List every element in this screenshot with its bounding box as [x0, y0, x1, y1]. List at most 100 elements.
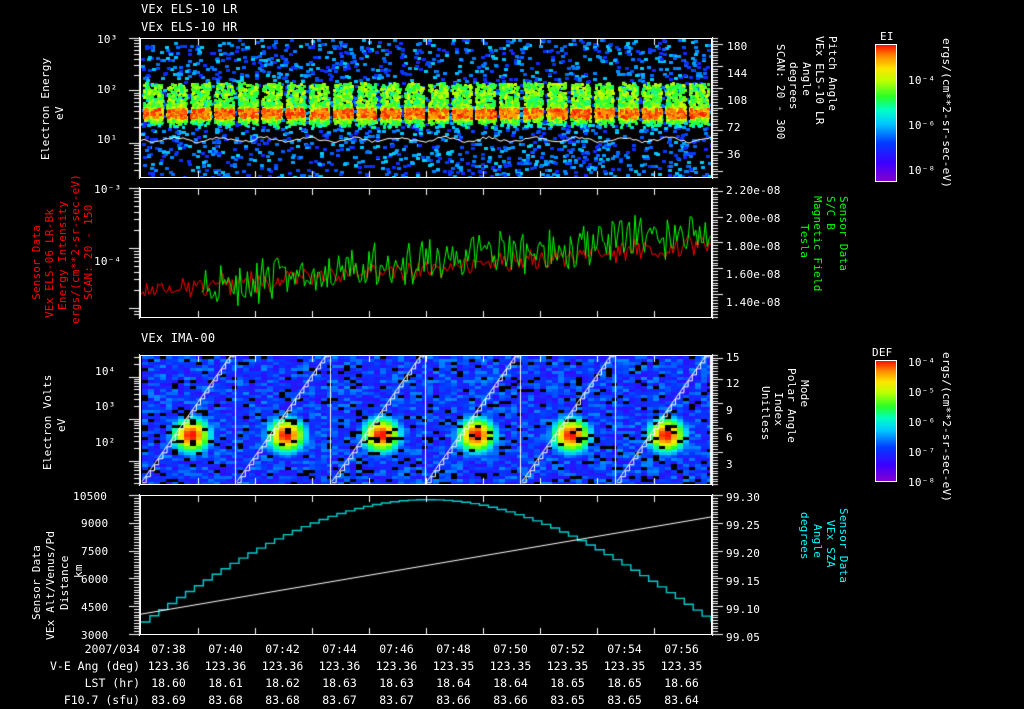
panel3-plot-frame[interactable] [140, 355, 712, 485]
panel1-right-label-1: Pitch Angle [826, 36, 839, 112]
colorbar2-tick-3: 10⁻⁶ [908, 416, 936, 429]
panel4-right-label-4: degrees [798, 512, 811, 560]
cell-time: 07:50 [493, 642, 528, 656]
panel4-left-label-3: Distance [58, 555, 71, 610]
panel2-plot-frame[interactable] [140, 188, 712, 318]
cell-time: 07:56 [664, 642, 699, 656]
cell-f107: 83.67 [322, 693, 357, 707]
panel2-ytick-1: 10⁻³ [94, 183, 122, 196]
panel1-ytick-2: 10² [97, 83, 118, 96]
cell-time: 07:54 [607, 642, 642, 656]
panel1-plot-frame[interactable] [140, 38, 712, 178]
cell-f107: 83.66 [436, 693, 471, 707]
cell-time: 07:38 [151, 642, 186, 656]
cell-lst: 18.66 [664, 676, 699, 690]
panel2-right-label-1: Sensor Data [837, 196, 850, 272]
cell-lst: 18.62 [265, 676, 300, 690]
panel4-right-ytick-5: 99.10 [726, 603, 761, 616]
cell-lst: 18.65 [550, 676, 585, 690]
panel1-right-ytick-72: 72 [727, 121, 741, 134]
panel2-right-ytick-4: 1.60e-08 [726, 268, 781, 281]
colorbar1-tick-1: 10⁻⁴ [908, 74, 936, 87]
cell-f107: 83.67 [379, 693, 414, 707]
colorbar1-unit-label: ergs/(cm**2-sr-sec-eV) [940, 38, 953, 189]
row-label-lst: LST (hr) [84, 676, 140, 690]
panel1-title-hr: VEx ELS-10 HR [141, 20, 238, 34]
panel2-right-label-4: Tesla [798, 224, 811, 259]
panel2-right-label-2: S/C B [824, 196, 837, 231]
cell-f107: 83.68 [208, 693, 243, 707]
colorbar2-tick-5: 10⁻⁸ [908, 476, 936, 489]
colorbar2-unit-label: ergs/(cm**2-sr-sec-eV) [940, 352, 953, 503]
panel2-left-label-2: VEx ELS-06 LR-Bk [43, 208, 56, 318]
panel3-right-ytick-12: 12 [726, 377, 740, 390]
panel2-right-ytick-1: 2.20e-08 [726, 184, 781, 197]
colorbar1-title: EI [880, 30, 894, 43]
cell-ve-ang: 123.36 [147, 659, 190, 673]
cell-lst: 18.63 [379, 676, 414, 690]
panel4-right-ytick-6: 99.05 [726, 631, 761, 644]
panel4-right-label-1: Sensor Data [837, 508, 850, 584]
panel3-right-ytick-15: 15 [726, 351, 740, 364]
colorbar2 [875, 360, 897, 482]
panel3-right-ytick-6: 6 [726, 431, 733, 444]
panel2-right-ytick-3: 1.80e-08 [726, 240, 781, 253]
panel1-right-label-2: VEx ELS-10 LR [813, 36, 826, 125]
panel4-right-ytick-4: 99.15 [726, 575, 761, 588]
panel3-title: VEx IMA-00 [141, 331, 216, 345]
panel4-ytick-6: 3000 [81, 629, 109, 642]
panel2-left-label-4: ergs/(cm**2-sr-sec-eV) [69, 173, 82, 324]
colorbar2-tick-1: 10⁻⁴ [908, 356, 936, 369]
panel4-right-ytick-1: 99.30 [726, 491, 761, 504]
cell-ve-ang: 123.35 [660, 659, 703, 673]
panel2-left-label-1: Sensor Data [30, 224, 43, 300]
panel4-right-label-3: Angle [811, 524, 824, 559]
cell-f107: 83.65 [607, 693, 642, 707]
panel1-title-lr: VEx ELS-10 LR [141, 2, 238, 16]
panel4-ytick-5: 4500 [81, 601, 109, 614]
panel1-right-ytick-144: 144 [727, 67, 748, 80]
panel1-ytick-3: 10³ [97, 33, 118, 46]
row-label-ve-ang: V-E Ang (deg) [49, 659, 140, 673]
panel3-left-label-2: eV [55, 418, 68, 432]
panel4-right-label-2: VEx SZA [824, 520, 837, 568]
panel1-right-ytick-36: 36 [727, 148, 741, 161]
colorbar2-title: DEF [872, 346, 893, 359]
panel3-right-label-4: Unitless [759, 386, 772, 441]
panel3-right-ytick-9: 9 [726, 404, 733, 417]
panel2-right-label-3: Magnetic Field [811, 196, 824, 292]
cell-lst: 18.65 [607, 676, 642, 690]
cell-time: 07:46 [379, 642, 414, 656]
cell-f107: 83.68 [265, 693, 300, 707]
cell-time: 07:52 [550, 642, 585, 656]
panel3-right-ytick-3: 3 [726, 458, 733, 471]
cell-f107: 83.69 [151, 693, 186, 707]
panel4-left-label-1: Sensor Data [30, 544, 43, 620]
colorbar1 [875, 44, 897, 182]
cell-ve-ang: 123.36 [375, 659, 418, 673]
panel1-ytick-1: 10¹ [97, 133, 118, 146]
cell-ve-ang: 123.35 [603, 659, 646, 673]
cell-lst: 18.64 [436, 676, 471, 690]
panel2-left-label-5: SCAN: 20 - 150 [82, 204, 95, 300]
cell-lst: 18.60 [151, 676, 186, 690]
panel2-left-label-3: Energy Intensity [56, 200, 69, 310]
cell-ve-ang: 123.36 [204, 659, 247, 673]
time-table: 2007/034 07:38 07:40 07:42 07:44 07:46 0… [0, 641, 710, 709]
cell-time: 07:42 [265, 642, 300, 656]
cell-ve-ang: 123.35 [489, 659, 532, 673]
panel3-ytick-3: 10² [95, 436, 116, 449]
table-row-date: 2007/034 07:38 07:40 07:42 07:44 07:46 0… [0, 641, 710, 658]
colorbar2-tick-2: 10⁻⁵ [908, 386, 936, 399]
panel4-plot-frame[interactable] [140, 495, 712, 635]
panel4-ytick-1: 10500 [73, 490, 108, 503]
panel1-right-ytick-108: 108 [727, 94, 748, 107]
cell-ve-ang: 123.36 [318, 659, 361, 673]
panel1-right-label-4: degrees [787, 62, 800, 110]
cell-time: 07:44 [322, 642, 357, 656]
panel1-right-label-3: Angle [800, 62, 813, 97]
panel4-left-label-2: VEx Alt/Venus/Pd [44, 530, 57, 640]
panel3-right-label-3: Index [772, 392, 785, 427]
panel1-right-ytick-180: 180 [727, 40, 748, 53]
